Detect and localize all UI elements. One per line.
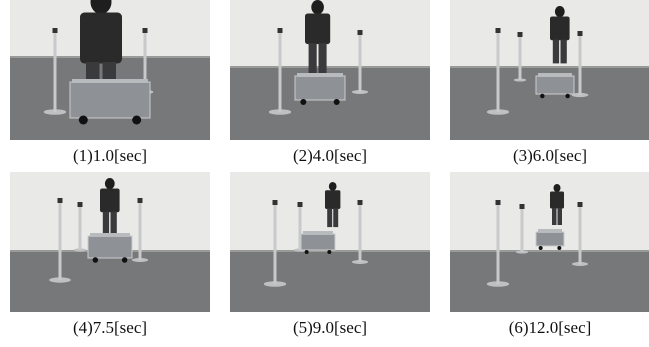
robot-top bbox=[538, 229, 562, 233]
caption: (1)1.0[sec] bbox=[73, 146, 147, 165]
person-leg bbox=[111, 212, 117, 236]
photo bbox=[230, 172, 430, 312]
pole-top bbox=[298, 202, 303, 207]
pole-top bbox=[58, 198, 63, 203]
floor bbox=[450, 252, 649, 312]
figure: (1)1.0[sec] (2)4.0[sec] (3)6.0[sec] (4)7.5[… bbox=[0, 0, 649, 347]
person-body bbox=[325, 190, 340, 209]
pole bbox=[579, 206, 582, 264]
person-body bbox=[305, 14, 330, 45]
robot-wheel bbox=[557, 246, 561, 250]
pole-top bbox=[138, 198, 143, 203]
robot-body bbox=[536, 76, 574, 94]
pole bbox=[54, 32, 57, 112]
robot-wheel bbox=[93, 257, 99, 263]
robot-body bbox=[536, 232, 564, 246]
person-body bbox=[100, 189, 120, 213]
person-leg bbox=[561, 40, 567, 64]
robot-body bbox=[295, 76, 345, 100]
pole-top bbox=[518, 32, 523, 37]
pole bbox=[359, 204, 362, 262]
robot-wheel bbox=[132, 116, 141, 125]
robot-top bbox=[72, 79, 148, 83]
robot-wheel bbox=[79, 116, 88, 125]
robot-body bbox=[301, 234, 335, 250]
robot-top bbox=[90, 233, 130, 237]
robot-wheel bbox=[327, 250, 331, 254]
pole bbox=[79, 206, 82, 250]
robot-top bbox=[538, 73, 572, 77]
person-leg bbox=[333, 208, 338, 227]
pole bbox=[519, 36, 522, 80]
robot-wheel bbox=[300, 99, 306, 105]
robot-wheel bbox=[122, 257, 128, 263]
robot-body bbox=[70, 82, 150, 118]
person-leg bbox=[327, 208, 332, 227]
pole-top bbox=[78, 202, 83, 207]
caption: (4)7.5[sec] bbox=[73, 318, 147, 337]
person-leg bbox=[552, 208, 557, 225]
person-leg bbox=[553, 40, 559, 64]
pole-top bbox=[358, 30, 363, 35]
person-leg bbox=[558, 208, 563, 225]
pole-top bbox=[143, 28, 148, 33]
robot-body bbox=[88, 236, 132, 258]
baseboard bbox=[450, 66, 649, 68]
pole bbox=[497, 32, 500, 112]
robot-top bbox=[303, 231, 333, 235]
photo bbox=[10, 0, 210, 140]
person-head bbox=[311, 0, 324, 14]
person-body bbox=[80, 13, 122, 64]
caption: (2)4.0[sec] bbox=[293, 146, 367, 165]
robot-wheel bbox=[305, 250, 309, 254]
person-head bbox=[329, 182, 337, 191]
photo bbox=[450, 0, 649, 140]
photo bbox=[450, 172, 649, 312]
pole-top bbox=[278, 28, 283, 33]
person-head bbox=[554, 184, 561, 192]
person-head bbox=[105, 178, 115, 189]
person-body bbox=[550, 192, 564, 209]
pole-top bbox=[578, 202, 583, 207]
pole bbox=[59, 202, 62, 280]
floor bbox=[230, 252, 430, 312]
pole bbox=[579, 35, 582, 95]
caption: (6)12.0[sec] bbox=[509, 318, 592, 337]
robot-wheel bbox=[565, 94, 570, 99]
pole bbox=[497, 204, 500, 284]
caption: (3)6.0[sec] bbox=[513, 146, 587, 165]
person-leg bbox=[103, 212, 109, 236]
pole bbox=[279, 32, 282, 112]
caption: (5)9.0[sec] bbox=[293, 318, 367, 337]
pole bbox=[274, 204, 277, 284]
robot-top bbox=[297, 73, 343, 77]
baseboard bbox=[450, 250, 649, 252]
pole-top bbox=[496, 28, 501, 33]
pole bbox=[139, 202, 142, 260]
pole-top bbox=[53, 28, 58, 33]
pole-top bbox=[358, 200, 363, 205]
floor bbox=[10, 252, 210, 312]
pole bbox=[521, 208, 524, 252]
photo bbox=[230, 0, 430, 140]
robot-wheel bbox=[334, 99, 340, 105]
person-leg bbox=[309, 43, 317, 74]
robot-wheel bbox=[539, 246, 543, 250]
robot-wheel bbox=[540, 94, 545, 99]
person-body bbox=[550, 17, 570, 41]
pole-top bbox=[520, 204, 525, 209]
pole bbox=[359, 34, 362, 92]
pole-top bbox=[496, 200, 501, 205]
baseboard bbox=[230, 66, 430, 68]
person-leg bbox=[319, 43, 327, 74]
pole-top bbox=[273, 200, 278, 205]
photo bbox=[10, 172, 210, 312]
pole-top bbox=[578, 31, 583, 36]
person-head bbox=[555, 6, 565, 17]
